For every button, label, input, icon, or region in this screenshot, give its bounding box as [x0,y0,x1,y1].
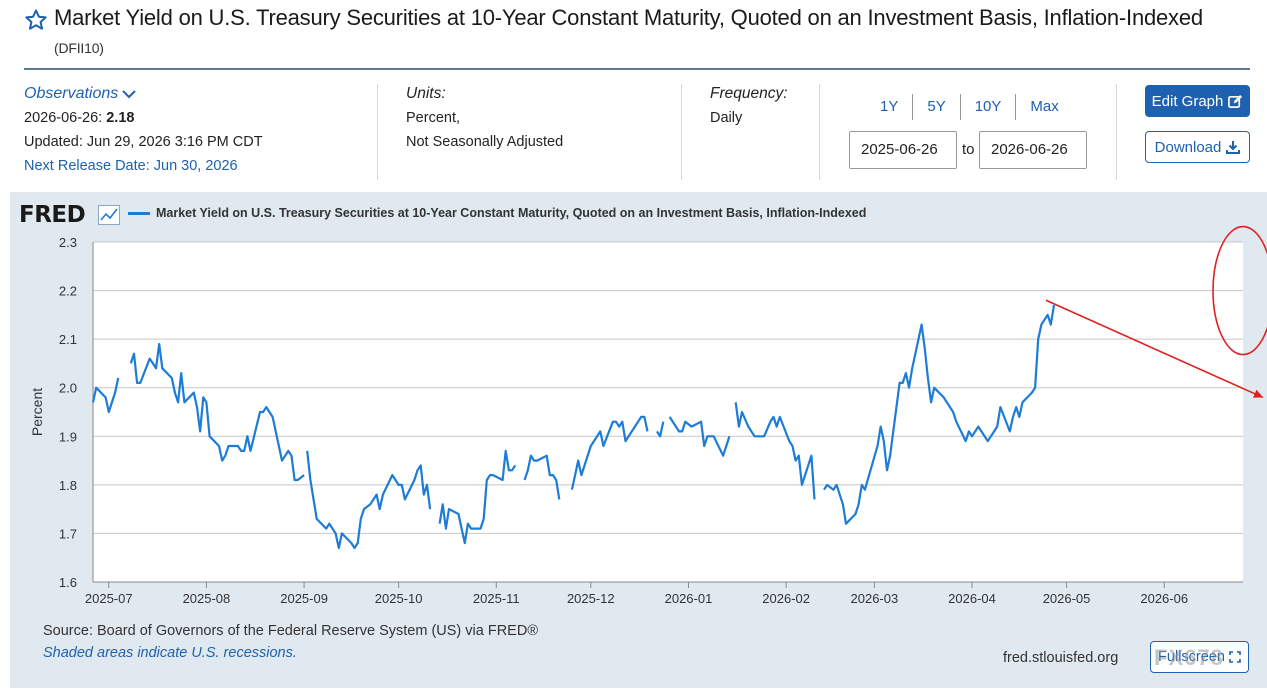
source-text: Source: Board of Governors of the Federa… [43,623,539,639]
range-max-button[interactable]: Max [1030,98,1059,115]
annotation-arrow-head [1253,389,1263,398]
series-title: Market Yield on U.S. Treasury Securities… [54,5,1203,30]
edit-icon [1228,94,1243,108]
x-tick-label: 2025-10 [375,591,423,606]
y-tick-label: 1.6 [59,575,77,590]
updated-text: Updated: Jun 29, 2026 3:16 PM CDT [24,134,263,150]
y-tick-label: 1.8 [59,478,77,493]
y-tick-label: 2.0 [59,381,77,396]
legend-swatch [128,211,150,215]
y-tick-label: 2.1 [59,332,77,347]
frequency-label: Frequency: [710,85,788,102]
chart-line-icon [98,205,120,225]
x-tick-label: 2026-01 [665,591,713,606]
series-line [734,402,816,500]
x-tick-label: 2026-05 [1043,591,1091,606]
divider [819,84,820,180]
units-panel: Units: Percent, Not Seasonally Adjusted [406,82,563,154]
fullscreen-icon [1229,651,1241,663]
series-line [91,377,120,414]
download-label: Download [1154,138,1222,156]
latest-observation: 2026-06-26: 2.18 [24,106,263,130]
next-release-link[interactable]: Next Release Date: Jun 30, 2026 [24,158,238,174]
range-5y-button[interactable]: 5Y [913,94,961,120]
fullscreen-button[interactable]: Fullscreen [1150,641,1249,673]
annotation-arrow-line [1045,299,1264,399]
y-tick-label: 1.9 [59,429,77,444]
y-tick-label: 2.3 [59,235,77,250]
fred-logo: FRED [19,202,86,228]
edit-graph-button[interactable]: Edit Graph [1145,85,1250,117]
annotation-ellipse [1212,225,1267,356]
download-button[interactable]: Download [1145,131,1250,163]
star-icon[interactable] [24,8,48,32]
observations-label: Observations [24,85,119,102]
y-tick-label: 1.7 [59,526,77,541]
series-line [656,421,665,438]
x-tick-label: 2025-09 [280,591,328,606]
legend-label: Market Yield on U.S. Treasury Securities… [156,206,867,220]
x-tick-label: 2025-11 [473,591,520,606]
page-header: Market Yield on U.S. Treasury Securities… [24,4,1244,62]
source-panel: Source: Board of Governors of the Federa… [43,620,538,664]
observation-value: 2.18 [106,110,135,126]
series-id: (DFII10) [54,40,104,56]
series-line [306,450,432,550]
series-line [129,342,305,482]
series-line [570,415,649,490]
frequency-value: Daily [710,110,743,126]
divider [377,84,378,180]
recession-note-link[interactable]: Shaded areas indicate U.S. recessions. [43,645,297,661]
edit-graph-label: Edit Graph [1151,92,1224,110]
plot-area [93,242,1243,582]
divider [1116,84,1117,180]
line-chart[interactable]: 1.6 1.7 1.8 1.9 2.0 2.1 2.2 2.3 2025-07 2025-08 20… [10,192,1267,612]
units-line2: Not Seasonally Adjusted [406,134,564,150]
x-tick-label: 2025-08 [183,591,231,606]
divider [681,84,682,180]
series-line [438,449,517,545]
fred-url-link[interactable]: fred.stlouisfed.org [1003,650,1119,666]
page-title: Market Yield on U.S. Treasury Securities… [54,4,1244,62]
y-tick-label: 2.2 [59,284,77,299]
chart-legend: Market Yield on U.S. Treasury Securities… [128,206,866,220]
date-range-separator: to [962,141,975,158]
end-date-input[interactable]: 2026-06-26 [979,131,1087,169]
x-tick-label: 2025-07 [85,591,133,606]
series-line [823,304,1056,525]
range-1y-button[interactable]: 1Y [866,94,914,120]
observations-panel: Observations 2026-06-26: 2.18 Updated: J… [24,82,263,178]
title-divider [24,68,1250,70]
units-label: Units: [406,85,446,102]
range-10y-button[interactable]: 10Y [961,94,1017,120]
x-tick-label: 2026-06 [1140,591,1188,606]
series-line [523,454,561,500]
x-tick-label: 2025-12 [567,591,615,606]
x-tick-label: 2026-03 [851,591,899,606]
frequency-panel: Frequency: Daily [710,82,788,130]
observation-date: 2026-06-26: [24,110,103,126]
fullscreen-label: Fullscreen [1158,649,1225,665]
chevron-down-icon [122,90,136,99]
range-selector: 1Y 5Y 10Y Max [866,94,1073,120]
start-date-input[interactable]: 2025-06-26 [849,131,957,169]
units-line1: Percent, [406,110,460,126]
x-tick-label: 2026-04 [948,591,996,606]
download-icon [1226,141,1241,154]
observations-dropdown[interactable]: Observations [24,82,136,106]
x-tick-label: 2026-02 [762,591,810,606]
y-axis-label: Percent [29,388,45,436]
series-line [668,416,731,457]
